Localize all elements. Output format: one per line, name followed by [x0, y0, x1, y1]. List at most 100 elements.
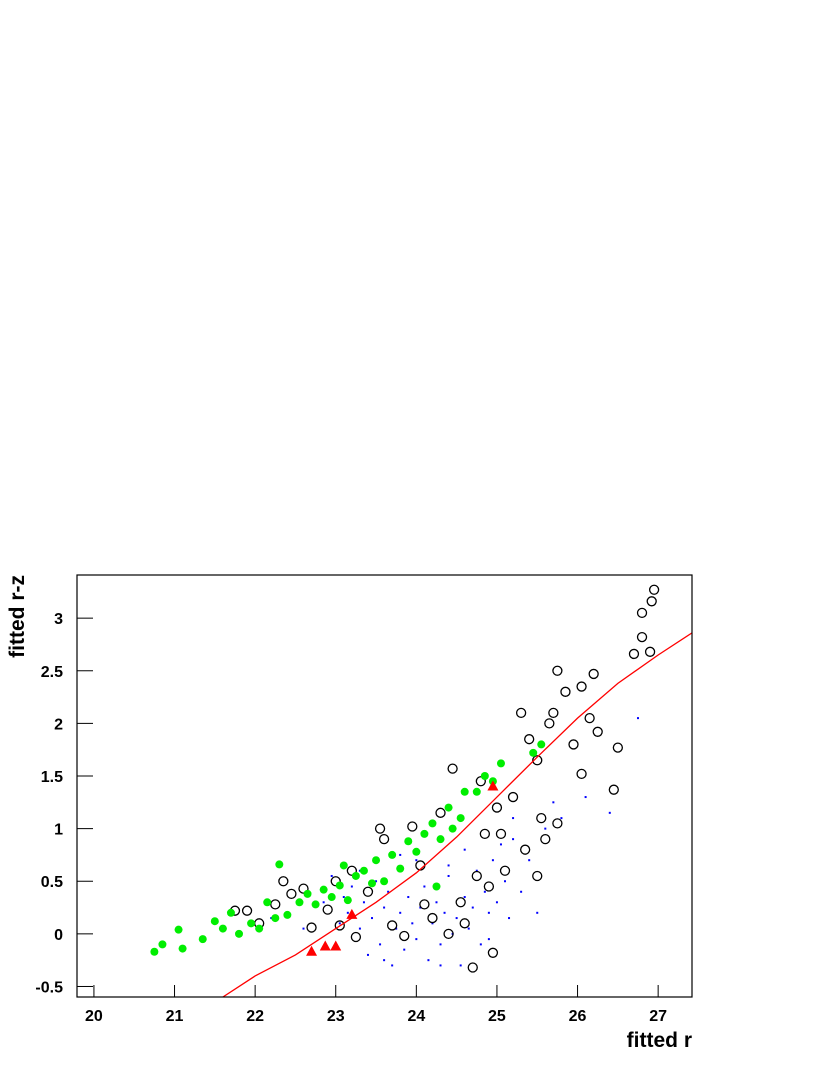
- x-tick-label: 25: [488, 1008, 506, 1025]
- dot-point: [528, 859, 531, 862]
- triangle-point: [319, 940, 331, 951]
- filled-circle-point: [456, 814, 465, 823]
- dot-point: [427, 959, 430, 962]
- open-circle-point: [483, 881, 495, 892]
- dot-point: [387, 890, 390, 893]
- dot-point: [371, 917, 374, 920]
- filled-circle-point: [303, 889, 312, 898]
- dot-point: [403, 948, 406, 951]
- y-axis-title: fitted r-z: [6, 575, 29, 658]
- open-circle-point: [520, 844, 531, 855]
- open-circle-point: [584, 712, 595, 724]
- x-tick-label: 23: [327, 1008, 345, 1025]
- dot-point: [463, 896, 466, 899]
- dot-point: [407, 896, 410, 899]
- y-tick-label: 0: [54, 927, 63, 944]
- open-circle-point: [330, 876, 341, 887]
- dot-point: [439, 964, 442, 967]
- open-circle-point: [278, 876, 289, 887]
- filled-circle-point: [368, 879, 377, 888]
- open-circle-point: [636, 631, 648, 643]
- open-circle-point: [648, 584, 660, 595]
- filled-circle-point: [235, 929, 244, 938]
- open-circle-point: [306, 922, 317, 933]
- x-tick-label: 26: [569, 1008, 587, 1025]
- dot-point: [415, 859, 418, 862]
- dot-point: [338, 922, 341, 925]
- dot-point: [495, 901, 498, 904]
- dot-point: [544, 827, 547, 830]
- dot-point: [536, 911, 539, 914]
- dot-point: [383, 906, 386, 909]
- filled-circle-point: [178, 944, 187, 953]
- plot-frame: [76, 574, 693, 998]
- open-circle-point: [548, 707, 559, 719]
- open-circle-point: [495, 828, 507, 840]
- dot-point: [491, 859, 494, 862]
- filled-circle-point: [432, 882, 441, 891]
- triangle-point: [487, 780, 499, 791]
- filled-circle-point: [150, 947, 159, 956]
- filled-circle-point: [404, 837, 413, 846]
- open-circle-point: [576, 681, 587, 692]
- open-circle-point: [524, 734, 535, 745]
- dot-point: [346, 911, 349, 914]
- open-circle-point: [435, 807, 446, 818]
- filled-circle-point: [263, 898, 272, 907]
- open-circle-point: [455, 897, 466, 908]
- dot-point: [504, 880, 507, 883]
- open-circle-point: [334, 920, 345, 931]
- dot-point: [447, 874, 450, 877]
- dot-point: [479, 943, 482, 946]
- open-circle-point: [362, 886, 374, 897]
- open-circle-point: [644, 646, 656, 657]
- filled-circle-point: [198, 935, 207, 944]
- open-circle-point: [346, 865, 358, 876]
- triangle-point: [330, 940, 342, 951]
- filled-circle-point: [529, 748, 538, 757]
- dot-point: [467, 927, 470, 930]
- y-tick-label: 1.5: [41, 769, 63, 786]
- filled-circle-point: [319, 885, 328, 894]
- filled-circle-point: [226, 908, 235, 917]
- plot-area: [150, 584, 692, 997]
- dot-point: [350, 885, 353, 888]
- filled-circle-point: [472, 787, 481, 796]
- dot-point: [483, 890, 486, 893]
- filled-circle-point: [271, 914, 280, 923]
- open-circle-point: [467, 962, 478, 973]
- filled-circle-point: [311, 900, 320, 909]
- filled-circle-point: [247, 919, 256, 928]
- filled-circle-point: [174, 925, 183, 934]
- open-circle-point: [588, 668, 599, 680]
- x-tick-label: 27: [649, 1008, 667, 1025]
- filled-circle-point: [275, 860, 284, 869]
- filled-circle-point: [537, 740, 546, 749]
- filled-circle-point: [359, 866, 368, 875]
- x-tick-label: 24: [407, 1008, 425, 1025]
- open-circle-point: [628, 648, 640, 660]
- dot-point: [342, 896, 345, 899]
- filled-circle-point: [335, 881, 344, 890]
- y-tick-label: 0.5: [41, 874, 63, 891]
- filled-circle-point: [396, 864, 405, 873]
- y-tick-label: -0.5: [35, 979, 63, 996]
- filled-circle-point: [420, 829, 429, 838]
- x-axis-title: fitted r: [627, 1029, 692, 1052]
- y-tick-label: 1: [54, 822, 63, 839]
- open-circle-point: [507, 791, 519, 803]
- dot-point: [560, 817, 563, 820]
- open-circle-point: [491, 802, 503, 813]
- dot-point: [358, 927, 361, 930]
- filled-circle-point: [460, 787, 469, 796]
- filled-circle-point: [436, 835, 445, 844]
- dot-point: [471, 906, 474, 909]
- filled-circle-point: [343, 896, 352, 905]
- open-circle-point: [378, 833, 390, 845]
- dot-point: [487, 911, 490, 914]
- filled-circle-point: [388, 850, 397, 859]
- open-circle-point: [443, 928, 454, 940]
- open-circle-point: [286, 888, 297, 900]
- dot-point: [366, 953, 369, 956]
- x-tick-label: 20: [85, 1008, 103, 1025]
